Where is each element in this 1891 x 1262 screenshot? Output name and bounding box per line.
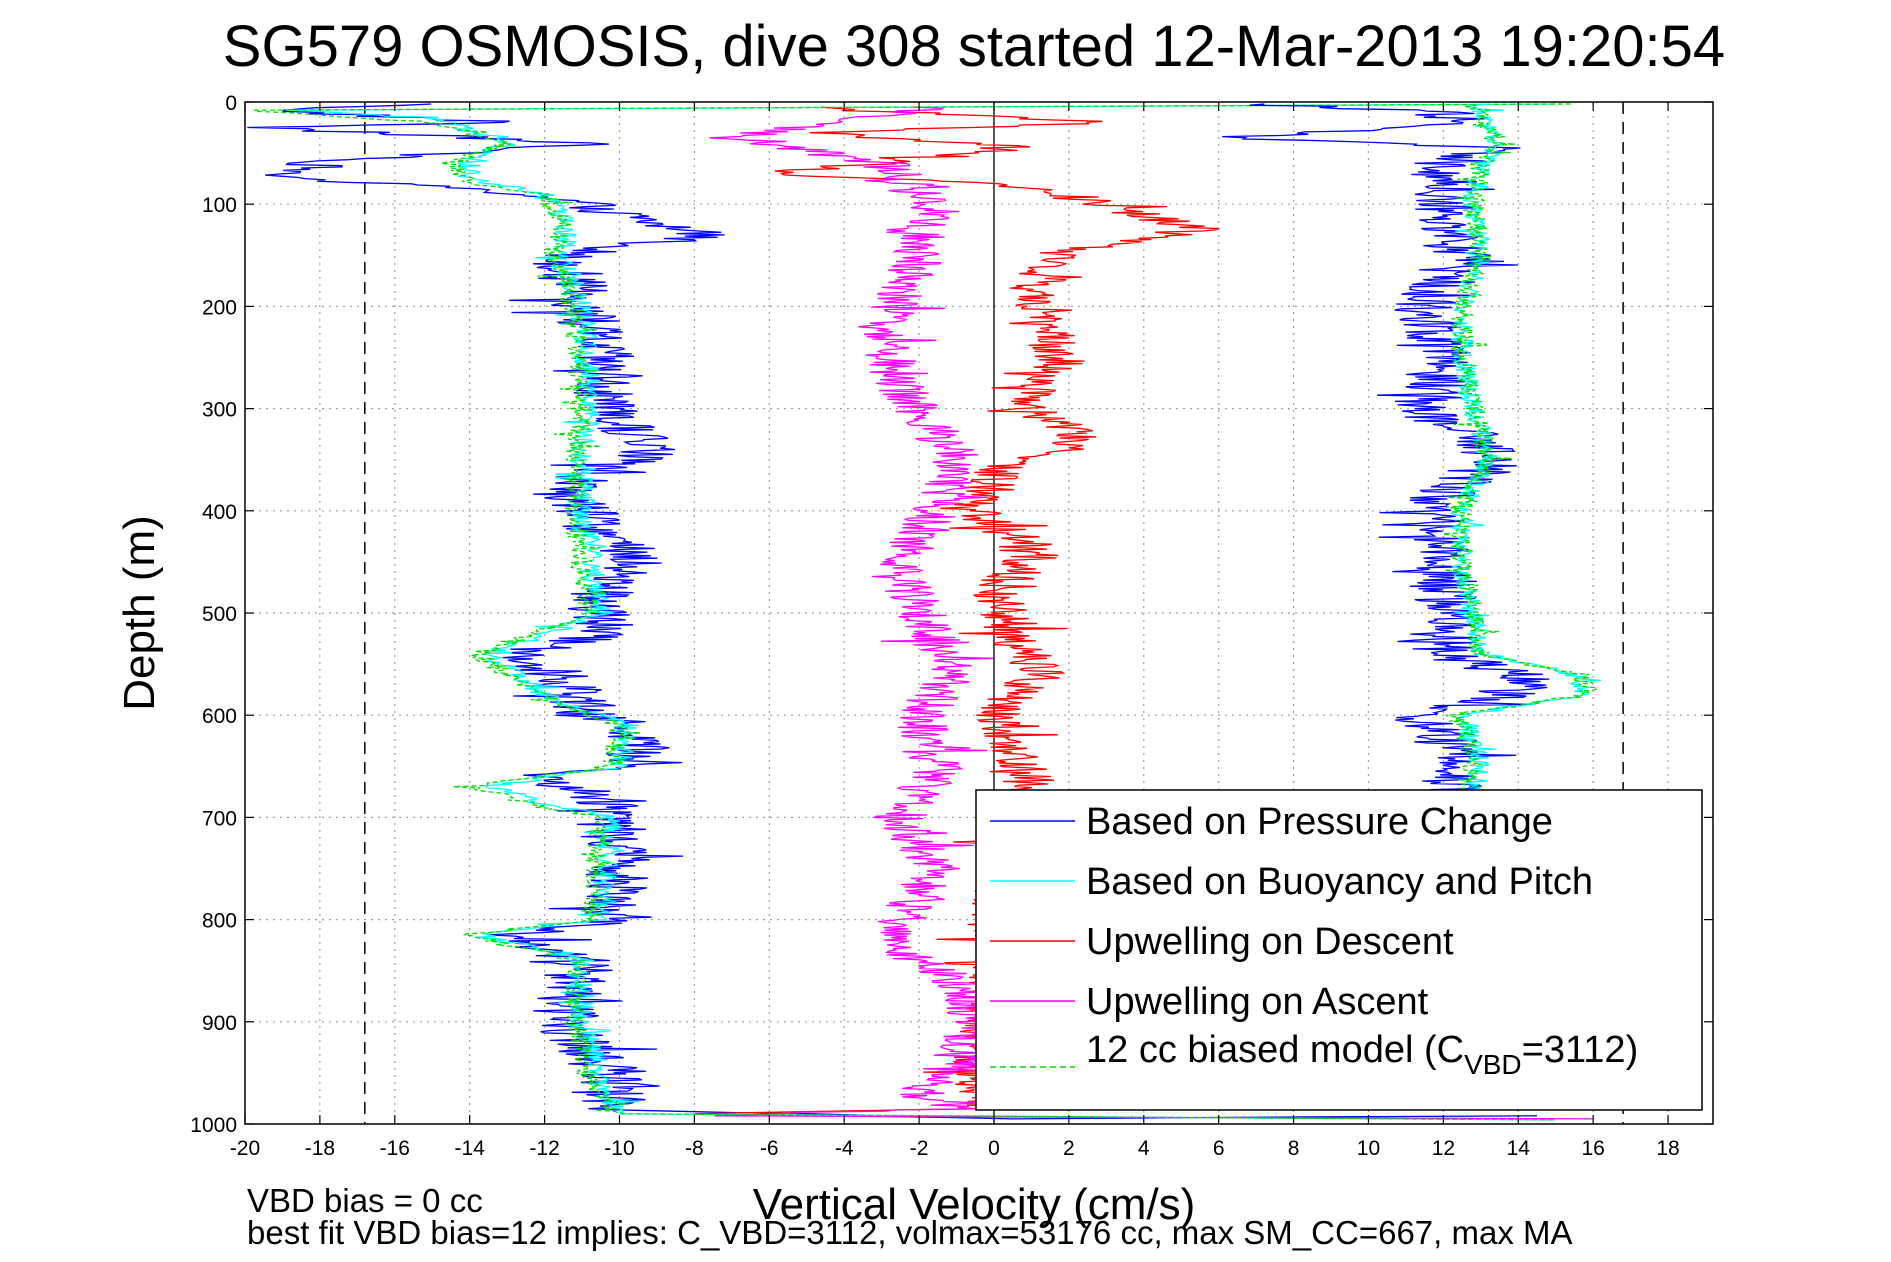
best-fit-note: best fit VBD bias=12 implies: C_VBD=3112… [247,1214,1573,1251]
y-tick-label: 500 [202,603,237,626]
series-lines [247,103,1602,1121]
x-tick-label: -8 [685,1137,704,1160]
series-line-5 [1222,103,1550,798]
y-tick-label: 300 [202,399,237,422]
y-tick-label: 600 [202,705,237,728]
y-tick-label: 700 [202,807,237,830]
legend-label-ascent: Upwelling on Ascent [1086,981,1429,1023]
y-tick-labels: 0 100 200 300 400 500 600 700 800 900 1000 [190,92,237,1137]
x-tick-label: -20 [230,1137,260,1160]
x-tick-label: -10 [604,1137,634,1160]
x-tick-label: 2 [1063,1137,1075,1160]
x-tick-label: -16 [380,1137,410,1160]
x-axis-label: Vertical Velocity (cm/s) [753,1180,1196,1229]
series-line-7 [1442,103,1600,798]
x-tick-label: 18 [1656,1137,1679,1160]
x-tick-label: 16 [1581,1137,1604,1160]
series-line-3 [709,106,1594,1120]
y-tick-label: 1000 [190,1114,237,1137]
x-tick-label: 6 [1213,1137,1225,1160]
y-axis-label: Depth (m) [115,515,164,711]
x-tick-label: -14 [455,1137,486,1160]
legend-box [975,789,1703,1111]
x-tick-label: 12 [1432,1137,1455,1160]
x-tick-label: -18 [305,1137,335,1160]
x-tick-label: 4 [1138,1137,1150,1160]
x-tick-label: -2 [910,1137,929,1160]
y-tick-label: 900 [202,1012,237,1035]
legend-label-pressure: Based on Pressure Change [1086,801,1553,843]
y-tick-label: 100 [202,194,237,217]
x-tick-labels: -20 -18 -16 -14 -12 -10 -8 -6 -4 -2 0 2 4 6 8 10 12 14 16 1… [230,1137,1680,1160]
axis-ticks [244,101,1713,1125]
y-tick-label: 200 [202,296,237,319]
x-tick-label: 14 [1507,1137,1531,1160]
x-tick-label: -4 [835,1137,854,1160]
x-tick-label: -12 [529,1137,559,1160]
legend: Based on Pressure Change Based on Buoyan… [975,789,1703,1111]
y-tick-label: 400 [202,501,237,524]
series-line-4 [253,103,1571,1121]
chart-title: SG579 OSMOSIS, dive 308 started 12-Mar-2… [223,14,1725,79]
legend-label-buoyancy: Based on Buoyancy and Pitch [1086,861,1593,903]
legend-label-biased-subscript: VBD [1464,1049,1522,1080]
x-tick-label: 8 [1288,1137,1300,1160]
x-tick-label: 10 [1357,1137,1380,1160]
x-tick-label: 0 [988,1137,1000,1160]
vbd-bias-note: VBD bias = 0 cc [247,1182,483,1219]
series-line-6 [1449,103,1602,798]
y-tick-label: 0 [225,92,237,115]
y-tick-label: 800 [202,910,237,933]
legend-label-biased-prefix: 12 cc biased model (C [1086,1029,1464,1071]
legend-label-biased-suffix: =3112) [1522,1029,1639,1071]
legend-label-biased-model: 12 cc biased model (CVBD=3112) [1086,1029,1638,1080]
x-tick-label: -6 [760,1137,779,1160]
legend-label-descent: Upwelling on Descent [1086,921,1454,963]
